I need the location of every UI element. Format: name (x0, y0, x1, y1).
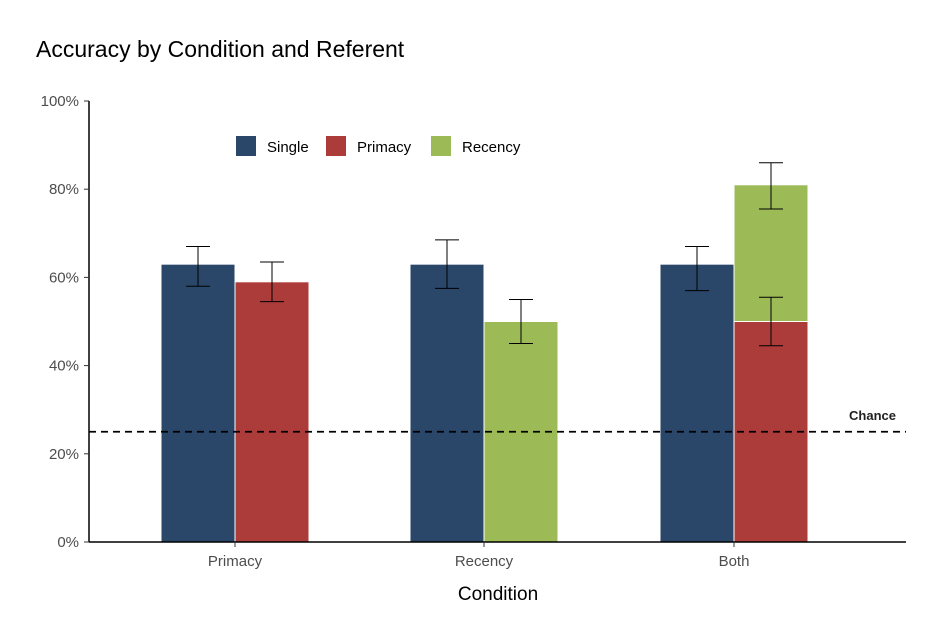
y-tick-label: 80% (49, 181, 79, 198)
x-tick-label: Both (719, 553, 750, 570)
y-tick-label: 20% (49, 446, 79, 463)
legend-item-recency: Recency (431, 136, 521, 156)
error-bar-recency-single (435, 239, 459, 289)
x-tick-label: Recency (455, 553, 514, 570)
plot-area: Chance 0% 20% 40% 60% 80% 100% Primacy Recency Bo… (41, 93, 906, 570)
legend-label: Primacy (357, 139, 412, 156)
error-bar-both-single (685, 246, 709, 292)
bar-primacy-single (160, 263, 236, 543)
legend-item-single: Single (236, 136, 309, 156)
legend-swatch (431, 136, 451, 156)
x-axis-title: Condition (458, 584, 538, 605)
legend-label: Single (267, 139, 309, 156)
bar-both-primacy (733, 321, 809, 543)
y-tick-label: 0% (57, 534, 79, 551)
error-bar-recency-recency (509, 298, 533, 345)
y-tick-label: 60% (49, 269, 79, 286)
legend-label: Recency (462, 139, 521, 156)
error-bar-both-primacy (759, 296, 783, 347)
chart-title: Accuracy by Condition and Referent (36, 36, 405, 62)
y-tick-label: 40% (49, 358, 79, 375)
bar-primacy-primacy (234, 281, 310, 543)
error-bar-primacy-single (186, 246, 210, 287)
chance-label: Chance (849, 408, 896, 423)
x-tick-label: Primacy (208, 553, 263, 570)
bar-recency-single (409, 263, 485, 543)
error-bar-both-recency (759, 162, 783, 210)
legend-item-primacy: Primacy (326, 136, 412, 156)
bar-both-single (659, 263, 735, 543)
legend-swatch (326, 136, 346, 156)
error-bar-primacy-primacy (260, 261, 284, 303)
legend-swatch (236, 136, 256, 156)
y-tick-label: 100% (41, 93, 79, 110)
legend: Single Primacy Recency (236, 136, 521, 156)
